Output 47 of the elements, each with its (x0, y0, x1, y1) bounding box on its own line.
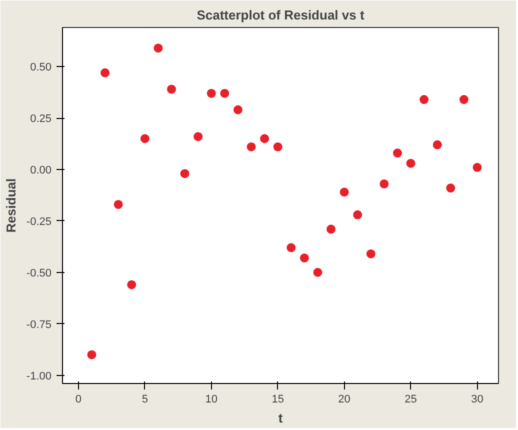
x-tick-label: 10 (205, 394, 218, 406)
point (459, 95, 468, 104)
chart-title: Scatterplot of Residual vs t (196, 8, 365, 22)
x-tick-label: 20 (338, 394, 350, 406)
point (300, 253, 309, 262)
x-tick-label: 25 (404, 394, 417, 406)
point (286, 243, 296, 252)
point (100, 68, 110, 78)
point (246, 142, 256, 152)
y-tick-label: 0.00 (30, 164, 52, 176)
y-axis-title: Residual (3, 178, 18, 233)
point (406, 158, 416, 168)
point (180, 169, 190, 178)
point (340, 188, 349, 197)
point (167, 84, 176, 94)
y-tick-label: -0.50 (26, 267, 52, 280)
x-tick-label: 15 (272, 394, 284, 406)
y-tick-label: -0.75 (26, 318, 52, 331)
point (114, 200, 123, 209)
x-tick-label: 0 (75, 394, 82, 406)
point (127, 280, 136, 290)
point (313, 268, 322, 277)
y-tick-label: -1.00 (26, 370, 52, 382)
point (206, 88, 216, 98)
y-tick-label: 0.25 (30, 113, 52, 126)
point (87, 350, 96, 360)
point (194, 132, 203, 142)
point (420, 95, 429, 104)
point (326, 224, 336, 234)
point (380, 179, 389, 188)
point (140, 134, 150, 144)
point (353, 210, 362, 220)
point (273, 142, 282, 152)
point (260, 134, 270, 144)
point (366, 249, 376, 258)
point (220, 88, 230, 98)
point (446, 184, 456, 192)
y-tick-label: 0.50 (30, 62, 52, 74)
x-axis-title: t (278, 410, 284, 426)
point (392, 148, 402, 158)
x-tick-label: 30 (471, 394, 484, 406)
point (154, 44, 163, 53)
point (432, 140, 442, 150)
point (233, 105, 242, 114)
x-tick-label: 5 (142, 394, 148, 406)
y-tick-label: -0.25 (26, 216, 52, 228)
point (472, 162, 482, 172)
